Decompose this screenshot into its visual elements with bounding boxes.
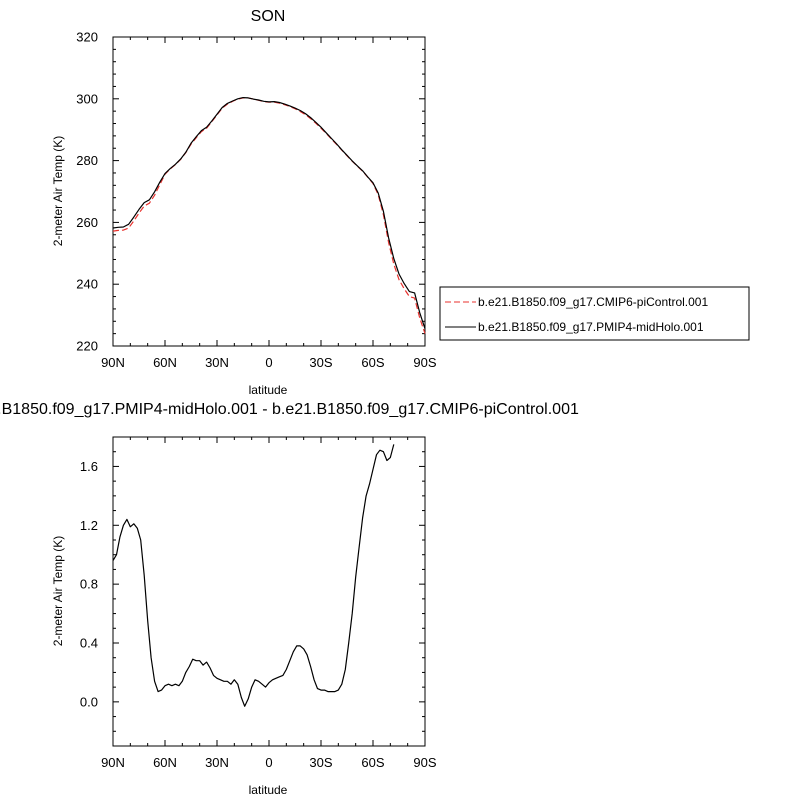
y-tick-label: 300 (76, 91, 98, 106)
x-tick-label: 90S (413, 355, 436, 370)
bottom-axis-ticks: 90N 60N 30N 0 30S 60S 90S 0.0 0.4 0.8 1.2 1.6 (80, 436, 437, 770)
y-tick-label: 320 (76, 30, 98, 45)
x-tick-label: 90S (413, 755, 436, 770)
x-tick-label: 60S (361, 355, 384, 370)
top-plot-frame (112, 36, 426, 347)
top-axis-ticks: 90N 60N 30N 0 30S 60S 90S 220 240 260 280 300 320 (76, 30, 437, 371)
legend-box (439, 286, 750, 341)
x-tick-label: 60N (153, 355, 177, 370)
bottom-panel-difference: b.e21.B1850.f09_g17.PMIP4-midHolo.001 - … (0, 401, 579, 797)
y-tick-label: 280 (76, 153, 98, 168)
y-tick-label: 260 (76, 215, 98, 230)
x-tick-label: 0 (265, 355, 272, 370)
y-tick-label: 0.0 (80, 694, 98, 709)
bottom-plot-frame (112, 436, 426, 747)
legend: b.e21.B1850.f09_g17.CMIP6-piControl.001 … (439, 286, 750, 341)
y-tick-label: 240 (76, 277, 98, 292)
x-tick-label: 60S (361, 755, 384, 770)
series-line-0 (112, 444, 395, 707)
top-y-axis-label: 2-meter Air Temp (K) (51, 136, 65, 246)
y-tick-label: 1.6 (80, 459, 98, 474)
series-line-0 (112, 97, 426, 334)
top-plot-lines (112, 97, 426, 334)
x-tick-label: 0 (265, 755, 272, 770)
x-tick-label: 30N (205, 755, 229, 770)
y-tick-label: 220 (76, 339, 98, 354)
x-tick-label: 30S (309, 355, 332, 370)
bottom-plot-lines (112, 444, 395, 707)
bottom-chart-title: b.e21.B1850.f09_g17.PMIP4-midHolo.001 - … (0, 401, 579, 418)
top-x-axis-label: latitude (249, 383, 288, 397)
bottom-x-axis-label: latitude (249, 783, 288, 797)
legend-label-midholo: b.e21.B1850.f09_g17.PMIP4-midHolo.001 (478, 320, 704, 334)
x-tick-label: 60N (153, 755, 177, 770)
top-chart-title: SON (251, 8, 286, 25)
legend-label-picontrol: b.e21.B1850.f09_g17.CMIP6-piControl.001 (478, 295, 708, 309)
x-tick-label: 90N (101, 755, 125, 770)
series-line-1 (112, 97, 426, 329)
x-tick-label: 30S (309, 755, 332, 770)
x-tick-label: 90N (101, 355, 125, 370)
bottom-y-axis-label: 2-meter Air Temp (K) (51, 536, 65, 646)
y-tick-label: 0.4 (80, 636, 98, 651)
y-tick-label: 0.8 (80, 577, 98, 592)
y-tick-label: 1.2 (80, 518, 98, 533)
top-panel-son: SON 90N 60N 30N 0 30S 60S 90S 220 240 260 280 300 32… (51, 8, 437, 397)
x-tick-label: 30N (205, 355, 229, 370)
